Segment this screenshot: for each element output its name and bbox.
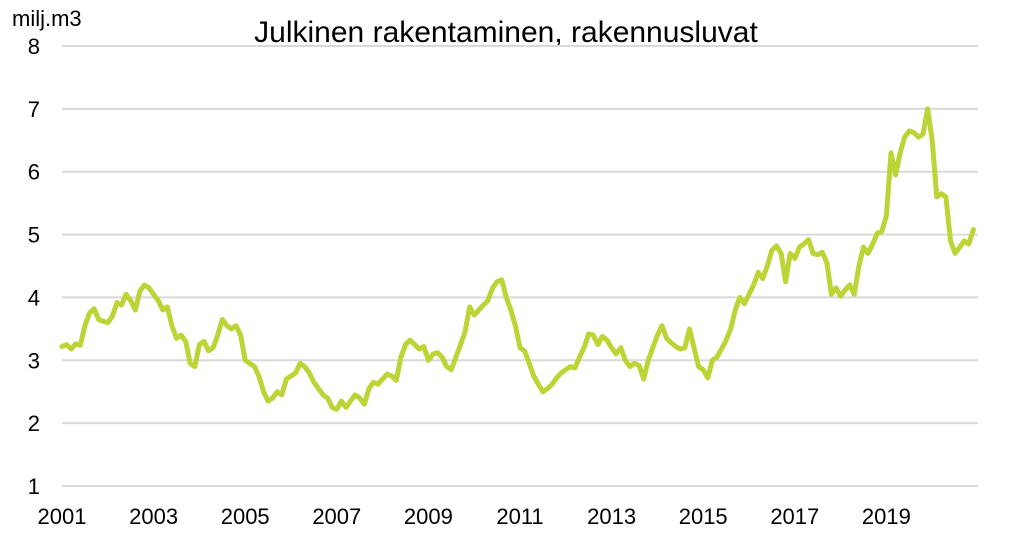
x-tick-label: 2007: [312, 504, 361, 529]
x-tick-label: 2003: [129, 504, 178, 529]
y-tick-label: 5: [28, 223, 40, 248]
x-tick-label: 2017: [770, 504, 819, 529]
y-axis-ticks: 1 2 3 4 5 6 7 8: [28, 34, 40, 499]
x-tick-label: 2005: [221, 504, 270, 529]
x-tick-label: 2019: [862, 504, 911, 529]
x-tick-label: 2015: [679, 504, 728, 529]
y-tick-label: 8: [28, 34, 40, 59]
x-tick-label: 2013: [587, 504, 636, 529]
y-tick-label: 6: [28, 160, 40, 185]
y-tick-label: 4: [28, 285, 40, 310]
y-tick-label: 1: [28, 474, 40, 499]
series-group: [59, 106, 976, 412]
chart-title: Julkinen rakentaminen, rakennusluvat: [254, 16, 758, 49]
x-tick-label: 2011: [496, 504, 543, 529]
y-tick-label: 7: [28, 97, 40, 122]
y-gridlines: [62, 45, 978, 487]
x-tick-label: 2009: [404, 504, 453, 529]
series-line-0: [59, 106, 976, 412]
y-axis-unit-label: milj.m3: [12, 6, 82, 31]
x-tick-label: 2001: [38, 504, 87, 529]
x-axis-ticks: 2001 2003 2005 2007 2009 2011 2013 2015 2017 2019: [38, 504, 911, 529]
y-tick-label: 2: [28, 411, 40, 436]
y-tick-label: 3: [28, 348, 40, 373]
